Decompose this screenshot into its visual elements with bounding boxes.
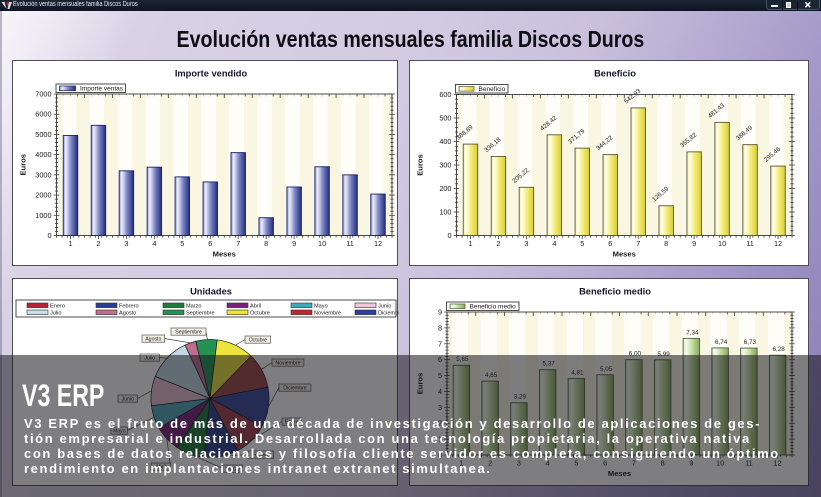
svg-text:11: 11 (346, 239, 354, 248)
svg-text:600: 600 (439, 90, 451, 99)
svg-text:Euros: Euros (19, 154, 28, 176)
svg-text:4: 4 (152, 239, 156, 248)
svg-text:7,34: 7,34 (686, 329, 699, 336)
svg-text:6,28: 6,28 (772, 346, 785, 353)
svg-text:Euros: Euros (416, 154, 425, 176)
svg-text:Agosto: Agosto (119, 311, 136, 317)
svg-text:7: 7 (236, 239, 240, 248)
svg-text:7: 7 (636, 239, 640, 248)
svg-text:6,00: 6,00 (629, 351, 642, 358)
svg-text:0: 0 (47, 231, 51, 240)
svg-text:Abril: Abril (250, 304, 261, 310)
svg-text:10: 10 (718, 239, 726, 248)
svg-text:5000: 5000 (35, 130, 51, 139)
svg-text:0: 0 (447, 231, 451, 240)
svg-text:Meses: Meses (213, 250, 236, 259)
svg-text:Beneficio: Beneficio (479, 86, 506, 93)
svg-text:Junio: Junio (378, 304, 391, 310)
svg-text:6: 6 (208, 239, 212, 248)
svg-text:11: 11 (746, 239, 754, 248)
svg-text:4000: 4000 (35, 150, 51, 159)
svg-text:300: 300 (439, 161, 451, 170)
svg-text:5,99: 5,99 (657, 351, 670, 358)
svg-text:7: 7 (438, 339, 442, 348)
svg-text:Beneficio: Beneficio (594, 69, 636, 79)
svg-text:6,74: 6,74 (715, 339, 728, 346)
svg-text:1000: 1000 (35, 211, 51, 220)
svg-text:200: 200 (439, 184, 451, 193)
svg-text:12: 12 (374, 239, 382, 248)
svg-text:Octubre: Octubre (250, 311, 270, 317)
svg-text:Septiembre: Septiembre (186, 311, 215, 317)
svg-text:8: 8 (264, 239, 268, 248)
svg-text:1: 1 (468, 239, 472, 248)
svg-text:9: 9 (692, 239, 696, 248)
svg-text:9: 9 (292, 239, 296, 248)
svg-text:Mayo: Mayo (314, 304, 328, 310)
svg-text:Enero: Enero (50, 304, 65, 310)
svg-text:Diciembre: Diciembre (378, 311, 399, 317)
svg-text:Noviembre: Noviembre (314, 311, 341, 317)
svg-text:Julio: Julio (50, 311, 62, 317)
svg-text:5: 5 (580, 239, 584, 248)
svg-text:Febrero: Febrero (119, 304, 139, 310)
svg-text:Septiembre: Septiembre (175, 330, 202, 336)
svg-text:10: 10 (318, 239, 326, 248)
svg-text:4: 4 (552, 239, 556, 248)
svg-text:6000: 6000 (35, 110, 51, 119)
svg-text:2: 2 (96, 239, 100, 248)
svg-text:3: 3 (124, 239, 128, 248)
svg-text:Meses: Meses (613, 250, 636, 259)
svg-text:9: 9 (438, 308, 442, 317)
svg-text:12: 12 (774, 239, 782, 248)
svg-text:2: 2 (496, 239, 500, 248)
svg-text:Importe vendido: Importe vendido (175, 69, 248, 79)
svg-text:Importe ventas: Importe ventas (80, 86, 124, 93)
svg-text:400: 400 (439, 137, 451, 146)
svg-text:3: 3 (524, 239, 528, 248)
svg-text:Marzo: Marzo (186, 304, 202, 310)
svg-text:3000: 3000 (35, 170, 51, 179)
svg-text:2000: 2000 (35, 191, 51, 200)
svg-text:5: 5 (180, 239, 184, 248)
svg-text:500: 500 (439, 114, 451, 123)
svg-text:7000: 7000 (35, 90, 51, 99)
svg-text:Beneficio medio: Beneficio medio (470, 304, 517, 311)
svg-text:1: 1 (68, 239, 72, 248)
svg-text:Beneficio medio: Beneficio medio (579, 287, 651, 297)
svg-text:8: 8 (664, 239, 668, 248)
svg-text:6,73: 6,73 (744, 339, 757, 346)
svg-text:8: 8 (438, 323, 442, 332)
svg-text:Octubre: Octubre (249, 338, 268, 344)
svg-text:Unidades: Unidades (190, 287, 232, 297)
svg-text:100: 100 (439, 208, 451, 217)
svg-text:6: 6 (608, 239, 612, 248)
svg-text:Agosto: Agosto (145, 337, 161, 343)
